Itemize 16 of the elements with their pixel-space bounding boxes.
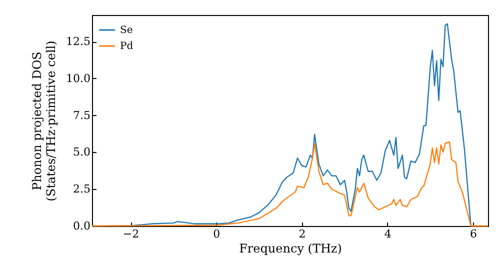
legend-label: Se [120,25,133,36]
y-axis-title: Phonon projected DOS (States/THz·primitive cell) [30,40,58,202]
legend-label: Pd [120,41,134,52]
y-tick-label: 0.0 [73,220,90,232]
x-tick-label: 6 [470,228,478,240]
y-tick-label: 7.5 [73,108,90,122]
y-tick-label: 5.0 [73,146,90,159]
x-axis-title: Frequency (THz) [239,242,342,256]
y-tick-label: 12.5 [66,35,90,48]
line-series [91,141,489,227]
x-tick-label: 2 [298,228,306,240]
x-tick-label: 4 [384,228,392,240]
x-tick-label: 0 [213,228,220,240]
y-tick-label: 10.0 [66,72,90,85]
x-tick-label: −2 [122,228,140,240]
y-tick-label: 2.5 [73,182,90,196]
